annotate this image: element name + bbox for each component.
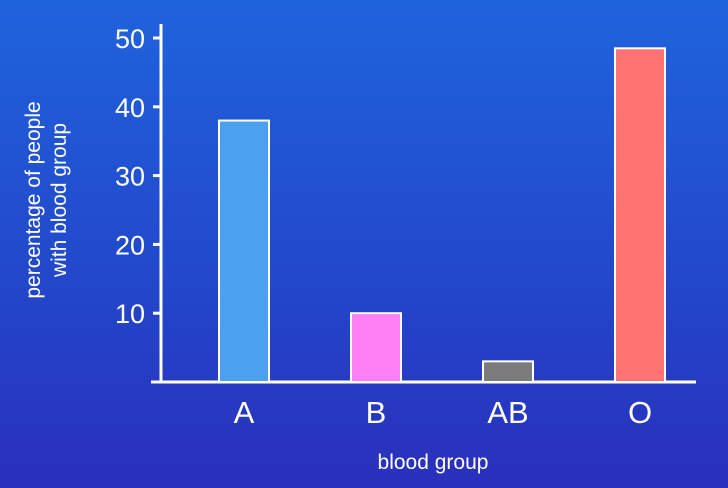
- x-tick-label-o: O: [628, 395, 652, 430]
- bars: [218, 47, 666, 384]
- y-tick-label: 40: [115, 93, 145, 123]
- bar-b: [350, 312, 402, 384]
- bar-ab: [482, 360, 534, 383]
- y-axis-title-line-1: percentage of people: [22, 101, 45, 298]
- y-axis-title-line-2: with blood group: [48, 123, 71, 278]
- x-tick-label-a: A: [234, 395, 255, 430]
- bar-a: [218, 119, 270, 383]
- x-tick-label-ab: AB: [487, 395, 528, 430]
- y-tick-label: 10: [115, 299, 145, 329]
- y-ticks: 10 20 30 40 50: [115, 24, 161, 329]
- x-tick-labels: A B AB O: [234, 395, 652, 430]
- y-tick-label: 30: [115, 162, 145, 192]
- y-axis-title: percentage of people with blood group: [22, 101, 71, 298]
- x-tick-label-b: B: [366, 395, 387, 430]
- x-axis-title: blood group: [378, 451, 489, 474]
- y-tick-label: 50: [115, 24, 145, 54]
- y-tick-label: 20: [115, 230, 145, 260]
- bar-o: [614, 47, 666, 383]
